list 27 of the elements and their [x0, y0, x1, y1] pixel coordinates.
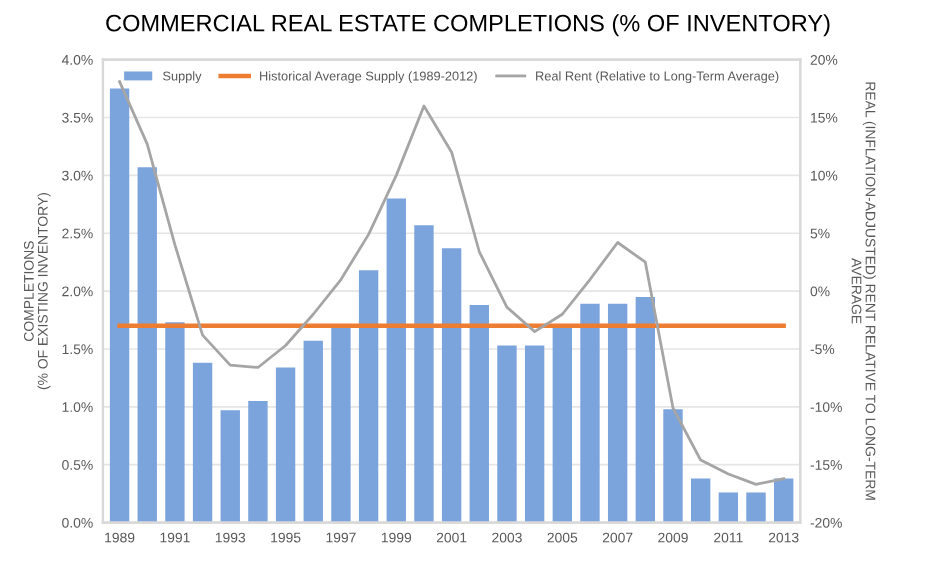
bar — [358, 270, 379, 523]
bar — [220, 410, 240, 523]
bar — [469, 304, 489, 523]
bar — [718, 492, 739, 523]
bar — [414, 225, 434, 523]
bar — [524, 345, 545, 523]
bar — [746, 492, 766, 523]
bar — [635, 296, 656, 523]
bar — [248, 401, 268, 523]
bar — [109, 88, 130, 523]
bar — [386, 198, 406, 523]
bar — [441, 248, 462, 523]
bar — [497, 345, 517, 523]
bar — [137, 167, 157, 523]
bar — [165, 322, 185, 523]
line-series — [118, 80, 786, 486]
bar — [663, 409, 683, 523]
bar — [331, 324, 351, 523]
bar — [275, 367, 296, 523]
bar — [607, 303, 628, 523]
bar — [580, 303, 600, 523]
bar — [303, 340, 323, 523]
bar — [552, 324, 572, 523]
bar — [773, 478, 794, 523]
bar — [192, 362, 213, 523]
chart-title: COMMERCIAL REAL ESTATE COMPLETIONS (% OF INVENTORY) — [106, 14, 830, 37]
bar — [690, 478, 711, 523]
